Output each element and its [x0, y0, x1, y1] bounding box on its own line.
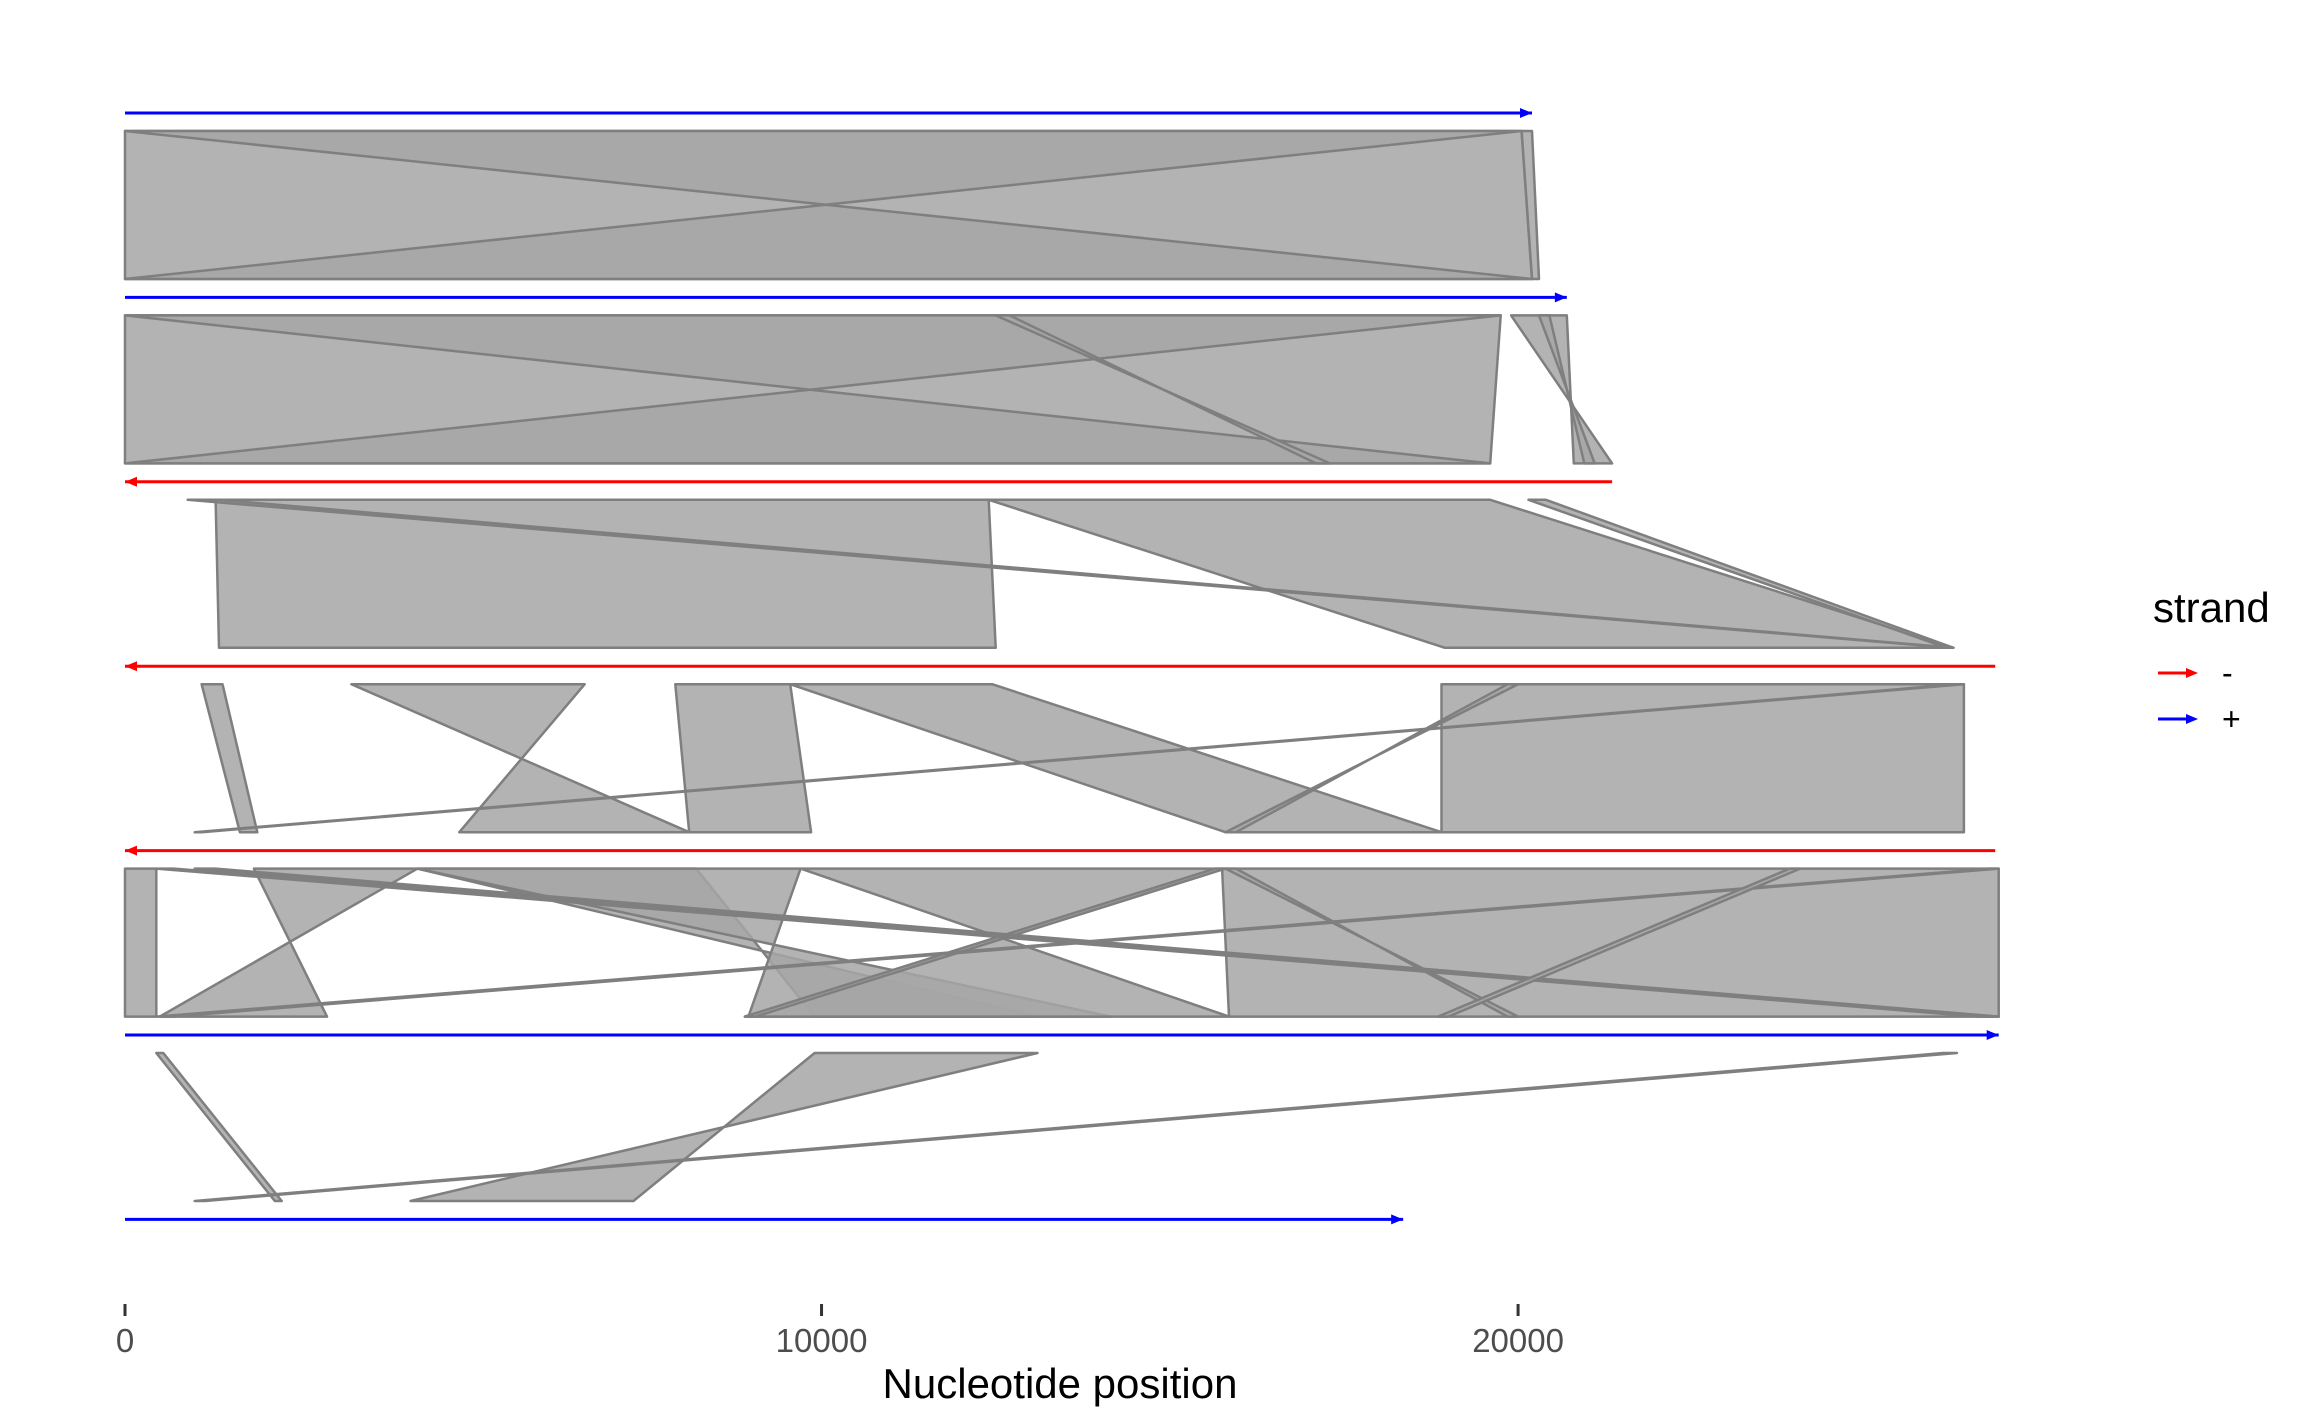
genome-arrow: [125, 476, 1613, 487]
synteny-link: [1527, 498, 1955, 650]
x-tick-label: 0: [116, 1322, 134, 1359]
synteny-link: [743, 867, 1227, 1018]
arrow-head: [1554, 292, 1567, 303]
legend-label: +: [2222, 701, 2241, 737]
synteny-link: [1537, 314, 1596, 465]
synteny-link: [193, 682, 1966, 834]
genome-arrow: [125, 1030, 1999, 1040]
genome-arrow: [125, 845, 1996, 856]
synteny-link: [193, 1051, 1959, 1203]
legend-label: -: [2222, 655, 2233, 691]
synteny-link: [123, 129, 1534, 281]
synteny-link: [674, 682, 813, 834]
synteny-link: [1436, 867, 1802, 1018]
synteny-link: [1224, 867, 1520, 1018]
legend-key-arrow: [2186, 714, 2198, 724]
x-tick-label: 10000: [776, 1322, 868, 1359]
synteny-link: [1224, 682, 1520, 834]
arrow-head: [125, 661, 137, 672]
legend-entries: -+: [2158, 655, 2241, 737]
x-axis-title: Nucleotide position: [883, 1360, 1238, 1407]
synteny-link: [1440, 682, 1966, 834]
genome-arrow: [125, 1214, 1404, 1225]
synteny-link: [155, 1051, 283, 1203]
synteny-link: [788, 682, 1443, 834]
x-axis: 0 10000 20000: [116, 1304, 1564, 1359]
synteny-link: [994, 314, 1332, 465]
genome-arrow: [125, 292, 1567, 303]
genome-arrows: [125, 108, 1999, 1225]
x-tick-label: 20000: [1472, 1322, 1564, 1359]
arrow-head: [125, 845, 137, 856]
synteny-link: [987, 498, 1955, 650]
legend-title: strand: [2153, 584, 2270, 631]
synteny-link: [123, 867, 158, 1018]
synteny-link: [200, 682, 259, 834]
synteny-link: [123, 314, 1502, 465]
synteny-link: [214, 498, 997, 650]
synteny-link: [1520, 129, 1541, 281]
synteny-link: [158, 867, 419, 1018]
synteny-link: [350, 682, 691, 834]
legend: strand -+: [2153, 584, 2270, 737]
arrow-head: [1520, 108, 1533, 118]
synteny-link: [1220, 867, 2000, 1018]
synteny-links: [123, 129, 2000, 1203]
legend-entry: +: [2158, 701, 2241, 737]
genome-arrow: [125, 661, 1996, 672]
synteny-link: [409, 1051, 1039, 1203]
synteny-link: [155, 867, 2000, 1018]
arrow-head: [125, 476, 137, 487]
arrow-head: [1986, 1030, 1999, 1040]
arrow-head: [1391, 1214, 1404, 1225]
legend-key-arrow: [2186, 668, 2198, 678]
genome-arrow: [125, 108, 1533, 118]
synteny-link: [1509, 314, 1614, 465]
legend-entry: -: [2158, 655, 2233, 691]
